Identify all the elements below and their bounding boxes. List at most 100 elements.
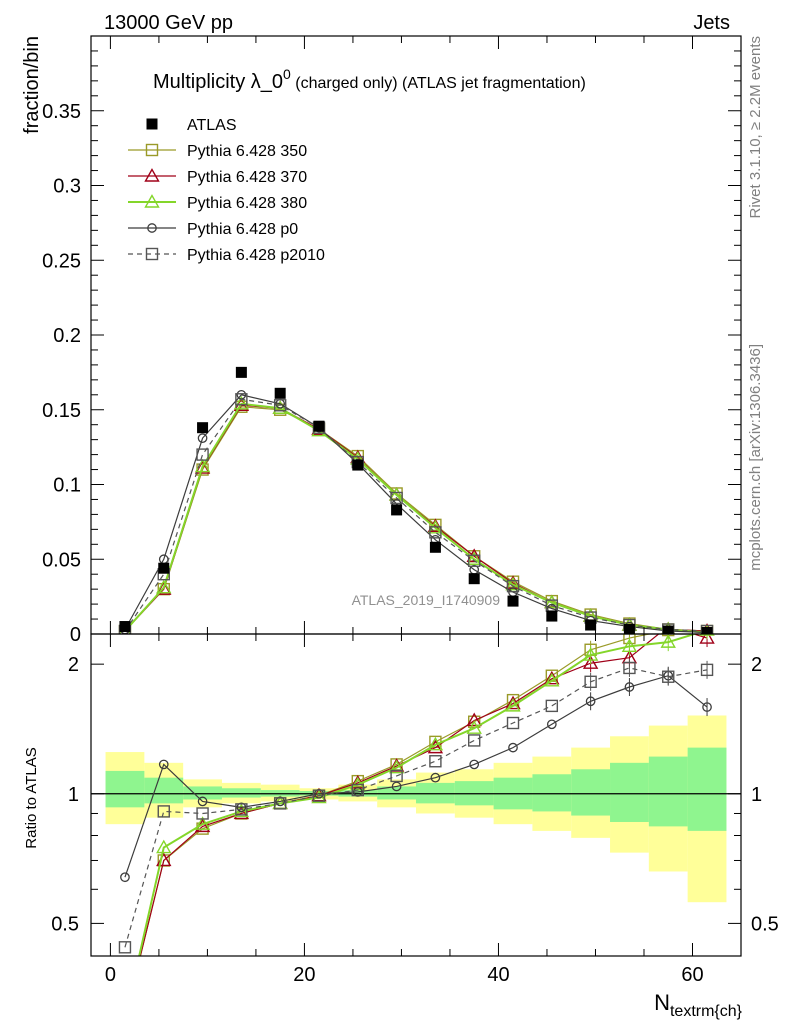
band-inner-1	[144, 777, 184, 804]
ratio-ylabel: Ratio to ATLAS	[23, 747, 40, 848]
main-series-group	[118, 366, 714, 634]
analysis-watermark: ATLAS_2019_I1740909	[352, 592, 501, 608]
data-point-2	[197, 422, 209, 434]
legend-label-data: ATLAS	[187, 117, 237, 134]
ratio-series-2-point-10	[505, 697, 521, 712]
ratio-frame	[90, 633, 742, 957]
main-title-main: Multiplicity λ_0	[153, 71, 283, 93]
band-inner-14	[648, 756, 688, 827]
main-ytick-label-0: 0	[70, 624, 81, 646]
main-series-4-point-7	[390, 491, 403, 505]
ratio-ytick-label-left-1: 1	[68, 784, 79, 806]
main-series-2-point-10	[505, 576, 521, 591]
main-series-line-4	[124, 398, 708, 632]
ratio-series-4-point-15	[700, 663, 714, 677]
ratio-ytick-label-right-1: 1	[751, 784, 762, 806]
main-plot-layer: 0 0.05 0.1 0.15 0.2 0.25 0.3 0.35	[42, 35, 742, 646]
data-point-1	[158, 562, 170, 574]
data-point-9	[468, 573, 480, 585]
data-point-14	[662, 625, 674, 634]
x-axis-label: Ntextrm{ch}	[654, 990, 743, 1020]
main-series-2-point-1	[156, 579, 172, 594]
ratio-series-3-point-13	[624, 682, 635, 692]
legend-marker-4	[145, 247, 159, 261]
ratio-series-line-4	[124, 667, 708, 948]
legend-label-3: Pythia 6.428 p0	[187, 221, 298, 238]
ratio-series-line-0	[139, 634, 653, 956]
main-series-4-point-3	[235, 393, 248, 406]
side-label-bottom: mcplots.cern.ch [arXiv:1306.3436]	[747, 344, 764, 571]
legend-marker-0	[145, 143, 159, 157]
data-point-3	[235, 366, 247, 378]
main-series-line-3	[124, 394, 708, 634]
ratio-series-2-point-15	[699, 634, 715, 636]
ratio-series-3-point-8	[430, 772, 441, 783]
data-point-7	[391, 504, 403, 516]
data-point-8	[429, 541, 441, 553]
ratio-ytick-label-right-2: 2	[751, 654, 762, 676]
ratio-series-1-point-9	[466, 712, 482, 727]
data-point-11	[546, 610, 558, 622]
ratio-series-3-point-15	[702, 702, 712, 712]
side-label-top: Rivet 3.1.10, ≥ 2.2M events	[747, 36, 764, 219]
ratio-series-4-point-13	[623, 661, 636, 675]
ratio-series-4-point-6	[351, 783, 364, 797]
x-tick-label-3: 60	[681, 964, 703, 986]
ratio-series-3-point-9	[469, 759, 480, 770]
main-series-4-point-8	[429, 526, 442, 539]
main-title-sup: 0	[283, 66, 291, 82]
ratio-series-4-point-2	[196, 807, 209, 820]
band-inner-7	[377, 786, 416, 800]
band-inner-2	[183, 786, 222, 800]
ratio-series-2-point-11	[544, 672, 560, 687]
main-series-2-point-4	[272, 400, 288, 414]
ratio-series-4-point-8	[429, 755, 442, 768]
x-axis-label-main: N	[654, 990, 670, 1015]
x-tick-label-1: 20	[293, 964, 315, 986]
legend-label-2: Pythia 6.428 380	[187, 195, 307, 212]
ratio-series-3-point-3	[236, 802, 247, 813]
band-inner-8	[416, 782, 455, 804]
main-series-4-point-9	[468, 554, 481, 567]
main-ytick-label-5: 0.25	[42, 250, 81, 272]
ratio-ytick-label-left-0: 0.5	[51, 913, 79, 935]
legend-label-4: Pythia 6.428 p2010	[187, 247, 325, 264]
header-left: 13000 GeV pp	[104, 12, 233, 34]
data-point-13	[623, 624, 635, 634]
band-inner-13	[610, 762, 649, 822]
ratio-series-2-point-9	[466, 720, 482, 734]
data-point-4	[274, 387, 286, 399]
band-inner-15	[687, 747, 727, 831]
ratio-series-4-point-12	[584, 675, 597, 688]
ratio-series-2-point-1	[156, 839, 172, 854]
legend: ATLAS Pythia 6.428 350 Pythia 6.428 370 Pyt…	[128, 117, 325, 264]
main-series-line-0	[124, 406, 708, 632]
ratio-series-4-point-1	[157, 805, 170, 818]
main-panel: 0 0.05 0.1 0.15 0.2 0.25 0.3 0.35 Multiplicity …	[42, 35, 742, 646]
data-point-12	[585, 619, 597, 631]
main-ytick-label-1: 0.05	[42, 549, 81, 571]
main-series-1-point-2	[194, 460, 211, 474]
ratio-series-3-point-11	[546, 719, 557, 730]
band-inner-0	[105, 770, 145, 808]
data-point-6	[352, 459, 364, 471]
main-series-4-point-4	[273, 399, 287, 412]
data-point-5	[313, 420, 325, 432]
ratio-series-2-point-13	[621, 638, 638, 653]
ratio-plot-layer: 0.5 0.51 12 20 20 40 60	[51, 633, 779, 986]
ratio-series-4-point-3	[235, 803, 248, 816]
ratio-series-4-point-14	[662, 670, 675, 683]
ratio-series-2-point-2	[194, 816, 211, 830]
data-point-0	[119, 621, 131, 633]
main-series-2-point-9	[466, 551, 482, 565]
legend-marker-3	[147, 223, 157, 233]
main-series-2-point-11	[544, 594, 560, 609]
x-tick-label-0: 0	[105, 964, 116, 986]
main-ytick-label-6: 0.3	[53, 176, 81, 198]
ratio-series-3-point-0	[120, 872, 130, 883]
main-ytick-label-2: 0.1	[53, 475, 81, 497]
ratio-series-3-point-7	[391, 781, 402, 792]
ratio-series-line-3	[124, 675, 708, 878]
ratio-series-4-point-9	[468, 734, 481, 747]
